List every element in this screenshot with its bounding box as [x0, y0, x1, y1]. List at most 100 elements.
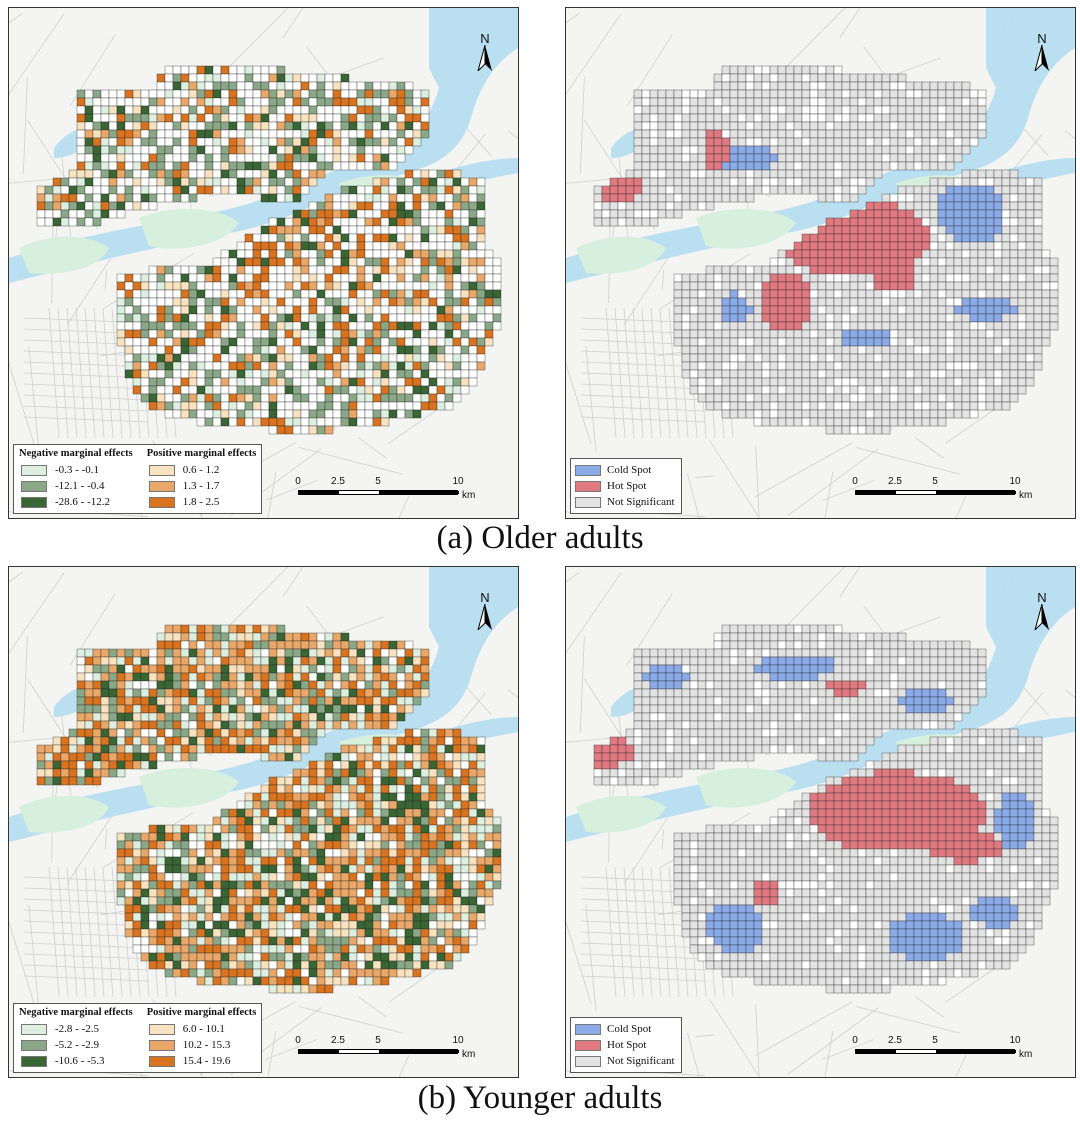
grid-cell [436, 792, 446, 802]
grid-cell [404, 89, 414, 99]
grid-cell [140, 672, 150, 682]
grid-cell [785, 313, 795, 323]
grid-cell [236, 712, 246, 722]
grid-cell [420, 105, 430, 115]
grid-cell [348, 656, 358, 666]
grid-cell [492, 273, 502, 283]
grid-cell [412, 225, 422, 235]
grid-cell [188, 313, 198, 323]
grid-cell [705, 289, 715, 299]
grid-cell [356, 744, 366, 754]
grid-cell [348, 768, 358, 778]
grid-cell [420, 648, 430, 658]
grid-cell [396, 816, 406, 826]
grid-cell [188, 624, 198, 634]
grid-cell [204, 169, 214, 179]
grid-cell [92, 201, 102, 211]
grid-cell [857, 217, 867, 227]
grid-cell [324, 656, 334, 666]
grid-cell [1049, 273, 1059, 283]
grid-cell [492, 257, 502, 267]
grid-cell [252, 712, 262, 722]
grid-cell [420, 209, 430, 219]
north-arrow-icon [1034, 44, 1049, 73]
grid-cell [204, 664, 214, 674]
grid-cell [681, 201, 691, 211]
grid-cell [284, 161, 294, 171]
grid-cell [236, 385, 246, 395]
grid-cell [148, 89, 158, 99]
road [839, 8, 861, 38]
grid-cell [220, 664, 230, 674]
grid-cell [188, 632, 198, 642]
grid-cell [308, 800, 318, 810]
grid-cell [761, 345, 771, 355]
grid-cell [809, 113, 819, 123]
grid-cell [809, 273, 819, 283]
grid-cell [412, 241, 422, 251]
grid-cell [300, 121, 310, 131]
grid-cells [593, 65, 1059, 435]
grid-cell [388, 808, 398, 818]
grid-cell [713, 81, 723, 91]
grid-cell [196, 632, 206, 642]
grid-cell [252, 417, 262, 427]
grid-cell [252, 656, 262, 666]
grid-cell [380, 209, 390, 219]
grid-cell [340, 97, 350, 107]
grid-cell [324, 776, 334, 786]
grid-cell [721, 409, 731, 419]
grid-cell [793, 65, 803, 75]
grid-cell [284, 137, 294, 147]
grid-cell [428, 217, 438, 227]
grid-cell [977, 353, 987, 363]
grid-cell [356, 305, 366, 315]
grid-cell [60, 201, 70, 211]
grid-cell [356, 321, 366, 331]
grid-cell [268, 664, 278, 674]
grid-cell [220, 744, 230, 754]
grid-cell [300, 800, 310, 810]
grid-cell [340, 401, 350, 411]
grid-cell [404, 401, 414, 411]
grid-cell [833, 233, 843, 243]
grid-cell [140, 137, 150, 147]
grid-cell [164, 161, 174, 171]
grid-cell [412, 313, 422, 323]
grid-cell [913, 409, 923, 419]
grid-cell [412, 297, 422, 307]
older-marginal-effects-map: N 0 2.5 5 10 km Negative marginal effect… [8, 7, 519, 519]
grid-cell [697, 113, 707, 123]
grid-cell [108, 161, 118, 171]
grid-cell [156, 89, 166, 99]
grid-cell [204, 688, 214, 698]
grid-cell [420, 217, 430, 227]
grid-cell [348, 129, 358, 139]
grid-cell [252, 233, 262, 243]
grid-cell [825, 249, 835, 259]
grid-cell [236, 169, 246, 179]
grid-cell [372, 704, 382, 714]
grid-cell [332, 313, 342, 323]
grid-cell [833, 353, 843, 363]
grid-cell [729, 297, 739, 307]
grid-cell [444, 169, 454, 179]
grid-cell [633, 217, 643, 227]
grid-cell [364, 353, 374, 363]
grid-cell [945, 281, 955, 291]
grid-cell [833, 321, 843, 331]
grid-cell [236, 185, 246, 195]
grid-cell [300, 209, 310, 219]
grid-cell [68, 736, 78, 746]
grid-cell [825, 153, 835, 163]
grid-cell [148, 105, 158, 115]
grid-cell [292, 313, 302, 323]
grid-cell [1025, 369, 1035, 379]
grid-cell [364, 680, 374, 690]
grid-cell [913, 345, 923, 355]
grid-cell [252, 624, 262, 634]
grid-cell [841, 265, 851, 275]
grid-cell [761, 89, 771, 99]
grid-cell [340, 337, 350, 347]
grid-cell [300, 712, 310, 722]
